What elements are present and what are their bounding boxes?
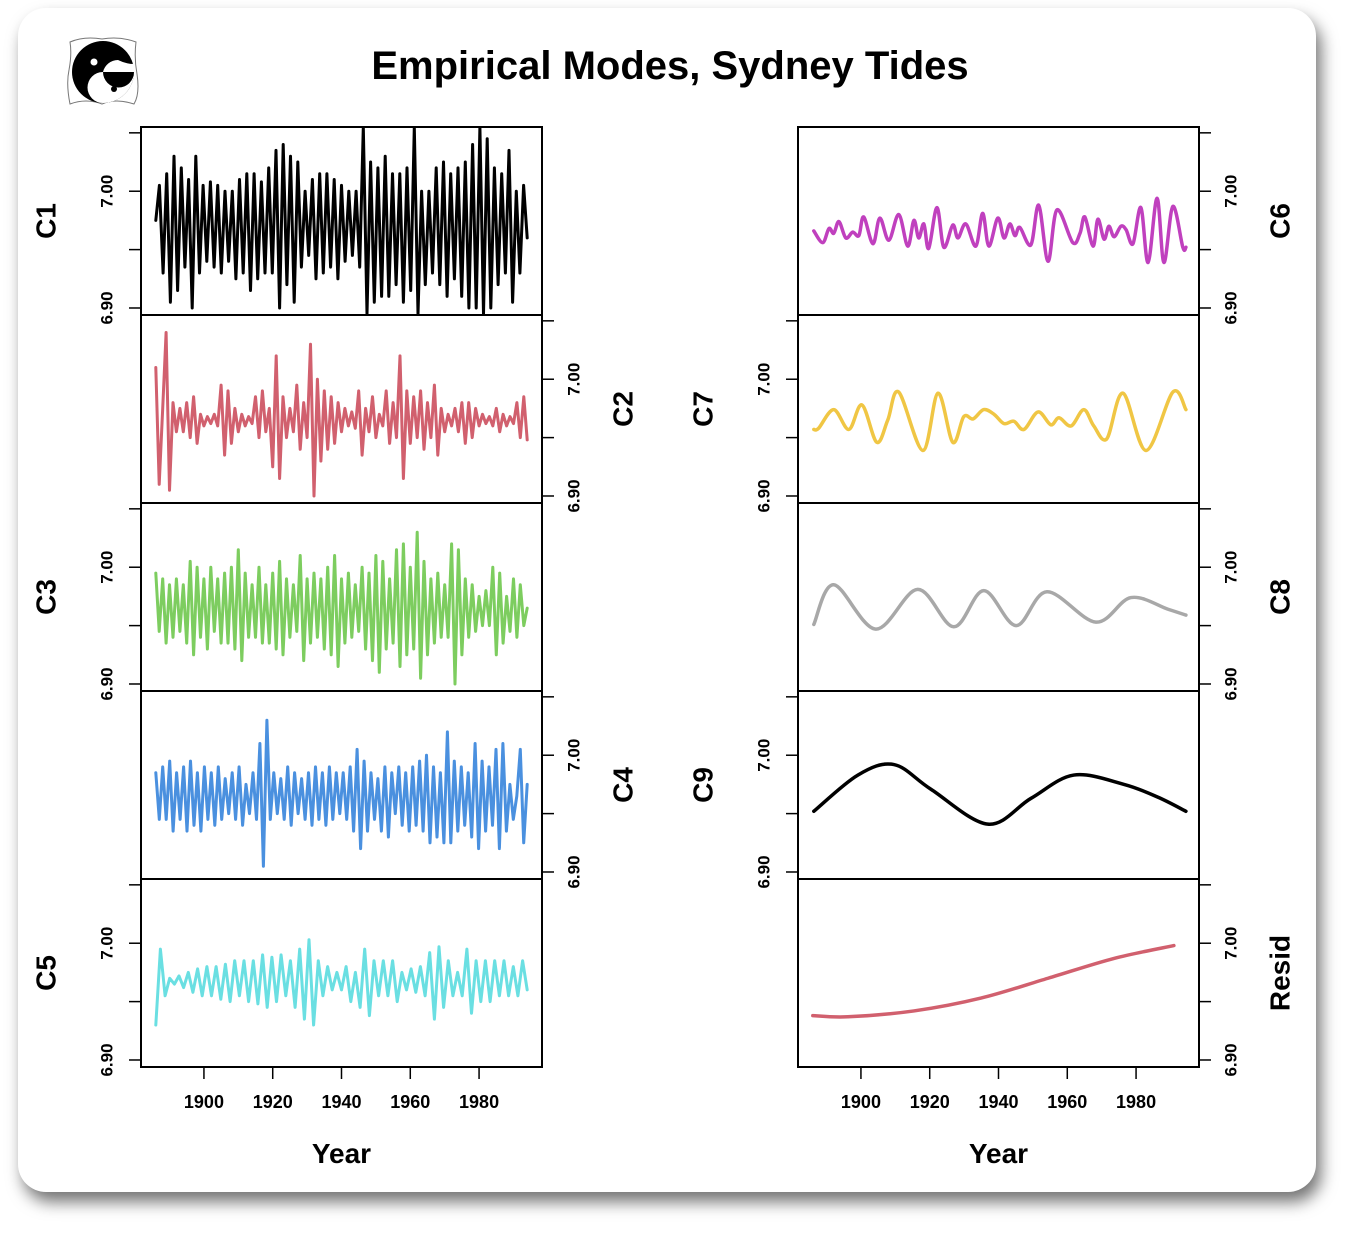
x-tick-label: 1980 xyxy=(459,1092,499,1112)
panel-frame xyxy=(797,878,1200,1068)
panel-label: C7 xyxy=(687,391,718,427)
panel-label: Resid xyxy=(1264,935,1295,1011)
panel-c5: 6.90 7.00 C5 xyxy=(30,878,543,1077)
y-tick-label: 7.00 xyxy=(1221,175,1240,208)
panel-label: C9 xyxy=(687,767,718,803)
panel-frame xyxy=(797,690,1200,880)
panel-resid: 6.90 7.00 Resid xyxy=(797,878,1295,1077)
y-tick-label: 7.00 xyxy=(1221,927,1240,960)
x-tick-label: 1960 xyxy=(1047,1092,1087,1112)
x-tick-label: 1900 xyxy=(184,1092,224,1112)
y-tick-label: 7.00 xyxy=(754,739,773,772)
panel-c1: 6.90 7.00 C1 xyxy=(30,126,543,325)
panel-label: C6 xyxy=(1264,203,1295,239)
x-tick-label: 1940 xyxy=(321,1092,361,1112)
series-line-c5 xyxy=(154,938,529,1027)
y-tick-label: 6.90 xyxy=(97,1043,116,1076)
panel-label: C3 xyxy=(30,579,61,615)
panel-frame xyxy=(140,314,543,504)
panel-c7: 6.90 7.00 C7 xyxy=(687,314,1200,513)
y-tick-label: 7.00 xyxy=(97,175,116,208)
y-tick-label: 6.90 xyxy=(1221,1043,1240,1076)
y-tick-label: 7.00 xyxy=(97,927,116,960)
panel-c6: 6.90 7.00 C6 xyxy=(797,126,1295,325)
panel-label: C2 xyxy=(607,391,638,427)
panel-c8: 6.90 7.00 C8 xyxy=(797,502,1295,701)
panel-label: C4 xyxy=(607,767,638,803)
y-tick-label: 7.00 xyxy=(754,363,773,396)
y-tick-label: 6.90 xyxy=(97,667,116,700)
y-tick-label: 6.90 xyxy=(754,479,773,512)
series-line-c3 xyxy=(154,530,529,686)
y-tick-label: 7.00 xyxy=(1221,551,1240,584)
panel-frame xyxy=(140,878,543,1068)
y-tick-label: 6.90 xyxy=(1221,291,1240,324)
series-line-c2 xyxy=(154,331,529,498)
y-tick-label: 6.90 xyxy=(754,855,773,888)
x-tick-label: 1940 xyxy=(978,1092,1018,1112)
y-tick-label: 6.90 xyxy=(1221,667,1240,700)
x-tick-label: 1960 xyxy=(390,1092,430,1112)
x-tick-label: 1980 xyxy=(1116,1092,1156,1112)
panel-label: C5 xyxy=(30,955,61,991)
panel-label: C8 xyxy=(1264,579,1295,615)
y-tick-label: 6.90 xyxy=(564,855,583,888)
y-tick-label: 6.90 xyxy=(97,291,116,324)
series-line-c6 xyxy=(812,196,1188,265)
x-axis-title: Year xyxy=(312,1138,371,1169)
panel-c9: 6.90 7.00 C9 xyxy=(687,690,1200,889)
y-tick-label: 7.00 xyxy=(97,551,116,584)
series-line-c8 xyxy=(812,582,1188,631)
x-axis-title: Year xyxy=(969,1138,1028,1169)
yin-yang-logo-icon xyxy=(67,37,139,105)
panel-c2: 6.90 7.00 C2 xyxy=(140,314,638,513)
panel-c4: 6.90 7.00 C4 xyxy=(140,690,638,889)
x-axis-right: 1900 1920 1940 1960 1980 Year xyxy=(841,1066,1156,1169)
y-tick-label: 7.00 xyxy=(564,363,583,396)
y-tick-label: 7.00 xyxy=(564,739,583,772)
series-line-c4 xyxy=(154,718,529,868)
series-line-c1 xyxy=(154,127,529,315)
y-tick-label: 6.90 xyxy=(564,479,583,512)
x-tick-label: 1900 xyxy=(841,1092,881,1112)
x-tick-label: 1920 xyxy=(910,1092,950,1112)
series-line-c7 xyxy=(812,388,1188,453)
series-line-resid xyxy=(811,943,1176,1019)
x-tick-label: 1920 xyxy=(253,1092,293,1112)
series-line-c9 xyxy=(812,762,1188,826)
chart-title: Empirical Modes, Sydney Tides xyxy=(371,44,969,88)
panel-label: C1 xyxy=(30,203,61,239)
panel-c3: 6.90 7.00 C3 xyxy=(30,502,543,701)
x-axis-left: 1900 1920 1940 1960 1980 Year xyxy=(184,1066,499,1169)
